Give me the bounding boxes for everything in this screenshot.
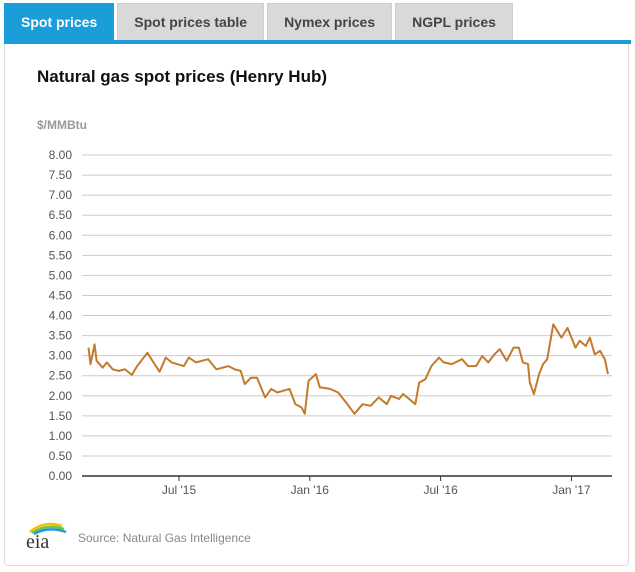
x-tick-label: Jul '15: [162, 483, 197, 497]
y-tick-label: 7.50: [49, 168, 73, 182]
tab-spot-prices[interactable]: Spot prices: [4, 3, 115, 40]
y-tick-label: 5.00: [49, 268, 73, 282]
y-tick-label: 4.00: [49, 309, 73, 323]
y-tick-label: 3.00: [49, 349, 73, 363]
y-tick-label: 0.00: [49, 469, 73, 483]
x-tick-label: Jan '17: [552, 483, 591, 497]
eia-logo: eia: [26, 522, 67, 550]
y-tick-label: 1.00: [49, 429, 73, 443]
tab-spot-prices-table[interactable]: Spot prices table: [117, 3, 265, 40]
y-tick-label: 8.00: [49, 148, 73, 162]
y-tick-label: 2.00: [49, 389, 73, 403]
y-tick-label: 0.50: [49, 449, 73, 463]
y-axis-label: $/MMBtu: [37, 118, 87, 132]
y-tick-label: 1.50: [49, 409, 73, 423]
y-tick-label: 4.50: [49, 288, 73, 302]
price-series-line: [87, 323, 609, 415]
y-tick-label: 5.50: [49, 248, 73, 262]
source-note: Source: Natural Gas Intelligence: [78, 531, 251, 545]
y-tick-label: 3.50: [49, 329, 73, 343]
tab-bar: Spot prices Spot prices table Nymex pric…: [4, 3, 513, 40]
y-tick-label: 7.00: [49, 188, 73, 202]
svg-text:eia: eia: [26, 531, 49, 550]
tab-nymex-prices[interactable]: Nymex prices: [267, 3, 393, 40]
tab-ngpl-prices[interactable]: NGPL prices: [395, 3, 513, 40]
chart-title: Natural gas spot prices (Henry Hub): [37, 67, 328, 86]
y-tick-label: 6.50: [49, 208, 73, 222]
tab-underline: [4, 40, 631, 44]
y-tick-label: 2.50: [49, 369, 73, 383]
x-tick-label: Jan '16: [291, 483, 330, 497]
chart-panel: [4, 44, 629, 566]
x-tick-label: Jul '16: [423, 483, 458, 497]
y-tick-label: 6.00: [49, 228, 73, 242]
